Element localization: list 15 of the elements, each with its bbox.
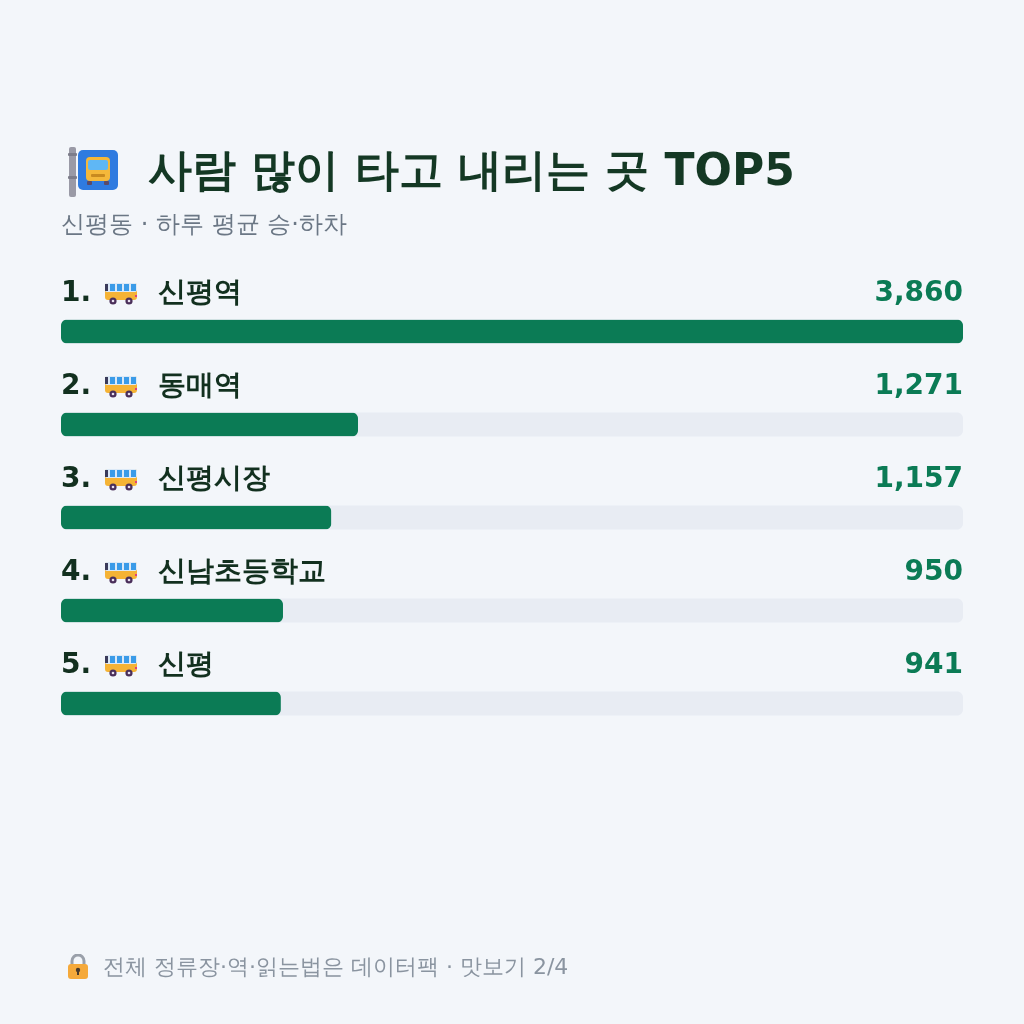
text: 전체 정류장·역·읽는법은 데이터팩 · 맛보기 2/4 [103,954,569,979]
category-label: 5. 신평 [61,646,214,680]
bar [61,691,281,716]
category-label: 3. 신평시장 [61,460,270,494]
chart-subtitle: 신평동 · 하루 평균 승·하차 [61,210,347,238]
category-label: 4. 신남초등학교 [61,553,326,587]
category-label: 2. 동매역 [61,367,242,401]
data-label: 941 [904,646,963,680]
data-label: 1,157 [874,460,963,494]
bar [61,598,283,623]
chart-title: 사람 많이 타고 내리는 곳 TOP5 [148,144,795,195]
data-label: 950 [904,553,963,587]
category-label: 1. 신평역 [61,274,242,308]
data-label: 1,271 [874,367,963,401]
data-label: 3,860 [874,274,963,308]
